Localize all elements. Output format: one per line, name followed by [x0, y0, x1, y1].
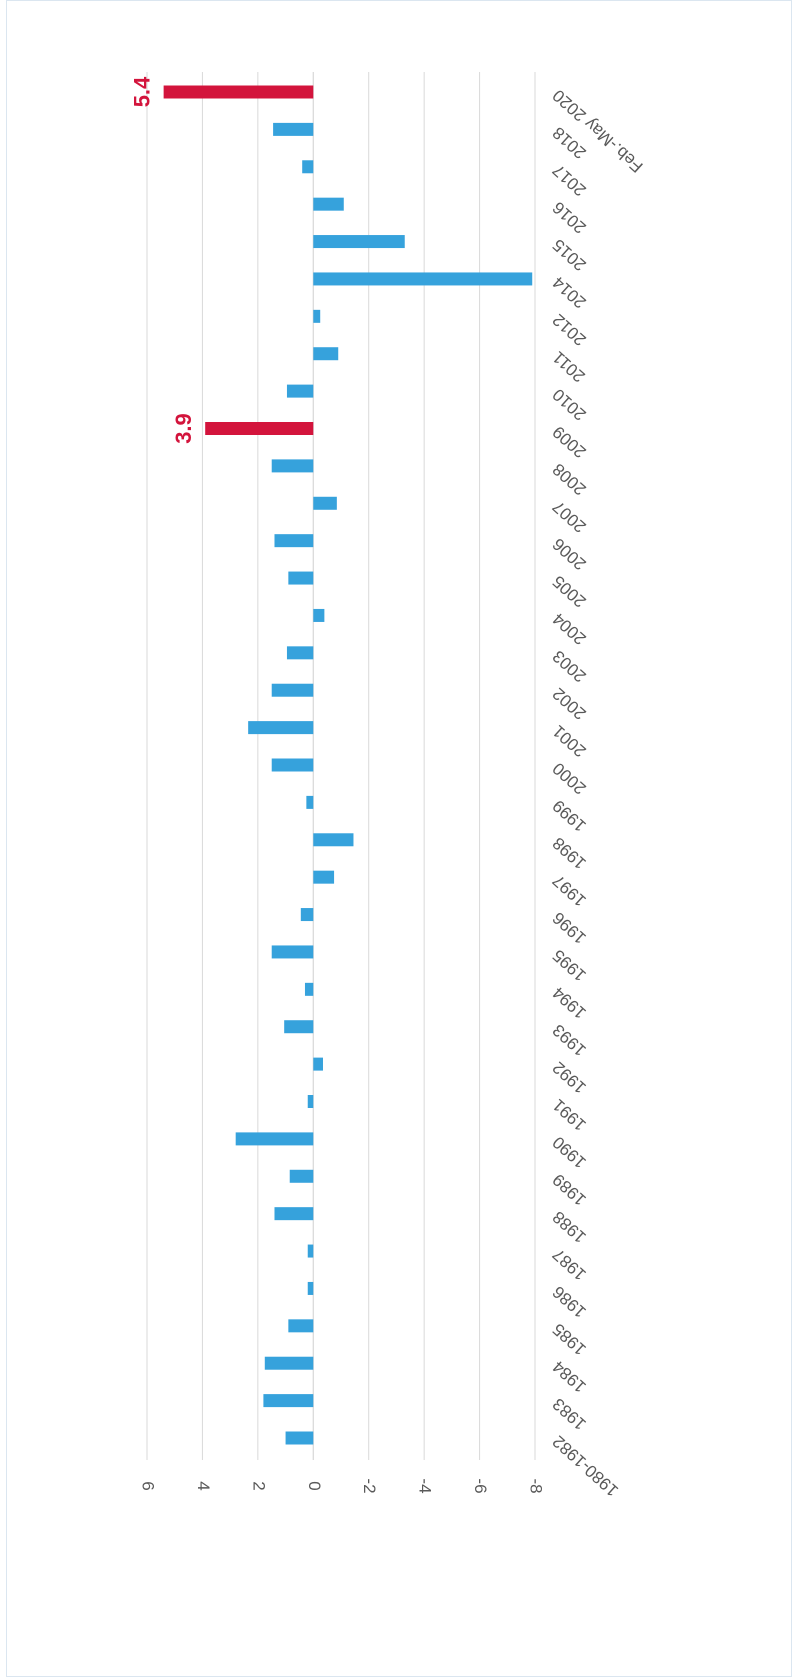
x-tick-label: 1987	[549, 1245, 590, 1284]
x-tick-label: 1980-1982	[549, 1432, 622, 1501]
bar	[313, 235, 405, 249]
x-tick-label: 1985	[549, 1320, 590, 1359]
bar	[300, 908, 314, 922]
x-tick-label: 2003	[549, 647, 590, 686]
bar	[205, 422, 314, 435]
x-tick-label: 2002	[549, 684, 590, 723]
value-label: 5.4	[129, 76, 154, 107]
x-tick-label: 2009	[549, 422, 590, 461]
y-tick-label: -8	[527, 1478, 546, 1493]
bar	[248, 721, 314, 735]
x-tick-label: 1983	[549, 1394, 590, 1433]
x-tick-label: 2008	[549, 460, 590, 499]
x-tick-label: 2005	[549, 572, 590, 611]
bar	[302, 160, 314, 174]
bar	[274, 534, 314, 548]
y-tick-label: 2	[249, 1481, 268, 1490]
x-tick-label: 2014	[549, 273, 590, 312]
x-tick-label: 1991	[549, 1095, 590, 1134]
bar	[313, 197, 344, 211]
y-tick-label: 4	[194, 1481, 213, 1490]
bar	[313, 870, 335, 884]
x-tick-label: 1999	[549, 796, 590, 835]
x-tick-label: 1992	[549, 1058, 590, 1097]
x-tick-label: 1995	[549, 946, 590, 985]
bar	[304, 982, 314, 996]
bar	[163, 85, 314, 99]
y-tick-label: -4	[416, 1478, 435, 1493]
x-tick-label: 1993	[549, 1020, 590, 1059]
bar	[286, 384, 314, 398]
bar	[313, 272, 533, 286]
bar	[306, 795, 314, 809]
x-tick-label: 1998	[549, 833, 590, 872]
bar	[307, 1095, 314, 1108]
bar	[288, 571, 314, 585]
bar	[264, 1356, 314, 1370]
x-tick-label: 1994	[549, 983, 590, 1022]
x-tick-label: 1990	[549, 1133, 590, 1172]
y-tick-label: 0	[305, 1481, 324, 1490]
x-tick-label: 2016	[549, 198, 590, 237]
x-tick-label: 2001	[549, 721, 590, 760]
bar	[307, 1281, 314, 1295]
y-tick-label: 6	[139, 1481, 158, 1490]
x-tick-label: 2010	[549, 385, 590, 424]
x-tick-label: 2017	[549, 160, 590, 199]
x-tick-label: 2004	[549, 609, 590, 648]
bar	[307, 1244, 314, 1258]
bar	[271, 758, 314, 772]
x-tick-label: 2012	[549, 310, 590, 349]
bar	[313, 309, 321, 323]
x-tick-label: 2007	[549, 497, 590, 536]
bar	[271, 683, 314, 697]
x-tick-label: 2015	[549, 235, 590, 274]
bar	[288, 1319, 314, 1333]
bar	[286, 646, 314, 660]
x-tick-label: 1988	[549, 1207, 590, 1246]
bar	[289, 1169, 314, 1183]
x-tick-label: 1989	[549, 1170, 590, 1209]
y-tick-label: -6	[471, 1478, 490, 1493]
bar	[284, 1020, 314, 1034]
bar	[271, 945, 314, 959]
x-tick-label: 1986	[549, 1282, 590, 1321]
bar	[273, 122, 314, 136]
bar	[313, 496, 337, 510]
x-tick-label: 1997	[549, 871, 590, 910]
bar	[313, 833, 354, 847]
bar	[274, 1207, 314, 1221]
bar	[313, 608, 325, 622]
bar	[263, 1394, 314, 1408]
y-tick-label: -2	[360, 1478, 379, 1493]
x-tick-label: 1996	[549, 908, 590, 947]
value-label: 3.9	[171, 413, 196, 444]
bar	[313, 347, 339, 361]
bar	[271, 459, 314, 473]
bar	[313, 1057, 323, 1071]
bar	[235, 1132, 314, 1146]
x-tick-label: 1984	[549, 1357, 590, 1396]
bar	[285, 1431, 314, 1445]
x-tick-label: 2000	[549, 759, 590, 798]
chart-frame	[6, 0, 792, 1677]
x-tick-label: 2011	[549, 347, 589, 386]
x-tick-label: 2006	[549, 534, 590, 573]
